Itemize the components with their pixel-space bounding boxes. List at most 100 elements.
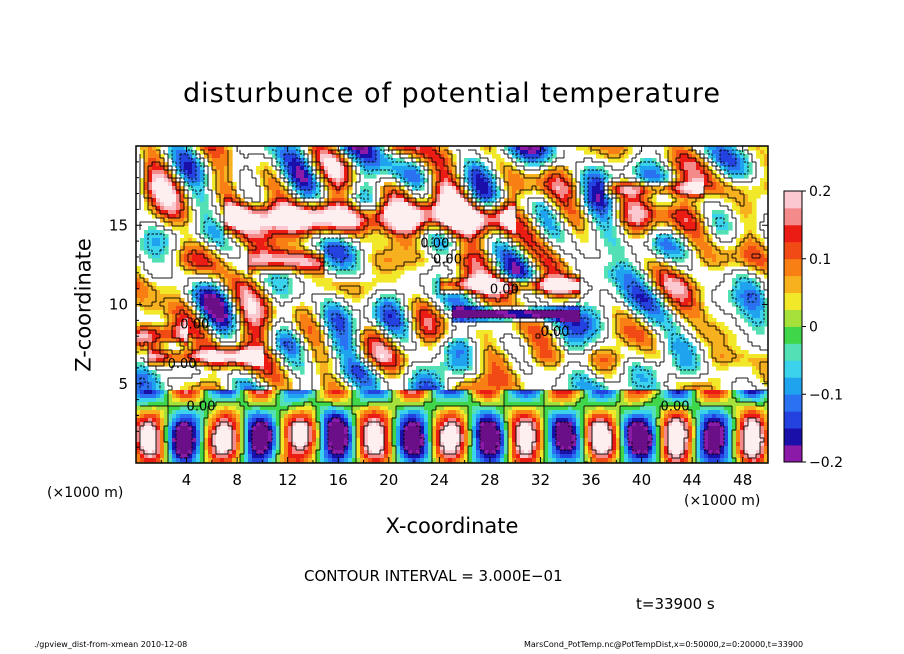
field-cell bbox=[460, 202, 465, 207]
field-cell bbox=[468, 314, 473, 319]
field-cell bbox=[512, 274, 517, 279]
field-cell bbox=[164, 234, 169, 239]
field-cell bbox=[184, 250, 189, 255]
field-cell bbox=[632, 290, 637, 295]
field-cell bbox=[748, 146, 753, 151]
field-cell bbox=[200, 198, 205, 203]
field-cell bbox=[380, 222, 385, 227]
field-cell bbox=[328, 306, 333, 311]
field-cell bbox=[560, 306, 565, 311]
field-cell bbox=[668, 222, 673, 227]
field-cell bbox=[752, 254, 757, 259]
field-cell bbox=[408, 154, 413, 159]
field-cell bbox=[344, 230, 349, 235]
field-cell bbox=[516, 226, 521, 231]
field-cell bbox=[448, 214, 453, 219]
field-cell bbox=[160, 290, 165, 295]
field-cell bbox=[416, 306, 421, 311]
field-cell bbox=[236, 230, 241, 235]
field-cell bbox=[344, 178, 349, 183]
field-cell bbox=[168, 318, 173, 323]
field-cell bbox=[400, 250, 405, 255]
field-cell bbox=[392, 246, 397, 251]
field-cell bbox=[504, 174, 509, 179]
field-cell bbox=[184, 170, 189, 175]
field-cell bbox=[340, 246, 345, 251]
field-cell bbox=[620, 266, 625, 271]
field-cell bbox=[516, 202, 521, 207]
field-cell bbox=[512, 186, 517, 191]
field-cell bbox=[700, 194, 705, 199]
field-cell bbox=[200, 270, 205, 275]
field-cell bbox=[340, 290, 345, 295]
field-cell bbox=[332, 310, 337, 315]
field-cell bbox=[676, 166, 681, 171]
field-cell bbox=[716, 162, 721, 167]
field-cell bbox=[720, 158, 725, 163]
field-cell bbox=[644, 218, 649, 223]
field-cell bbox=[312, 178, 317, 183]
field-cell bbox=[604, 218, 609, 223]
field-cell bbox=[480, 242, 485, 247]
field-cell bbox=[320, 258, 325, 263]
field-cell bbox=[404, 194, 409, 199]
field-cell bbox=[348, 162, 353, 167]
field-cell bbox=[400, 194, 405, 199]
field-cell bbox=[172, 226, 177, 231]
field-cell bbox=[400, 190, 405, 195]
field-cell bbox=[592, 194, 597, 199]
field-cell bbox=[432, 306, 437, 311]
field-cell bbox=[760, 294, 765, 299]
field-cell bbox=[440, 282, 445, 287]
field-cell bbox=[540, 146, 545, 151]
field-cell bbox=[252, 206, 257, 211]
field-cell bbox=[472, 258, 477, 263]
field-cell bbox=[388, 202, 393, 207]
field-cell bbox=[656, 306, 661, 311]
field-cell bbox=[456, 262, 461, 267]
field-cell bbox=[604, 150, 609, 155]
field-cell bbox=[184, 158, 189, 163]
field-cell bbox=[304, 206, 309, 211]
field-cell bbox=[432, 146, 437, 151]
field-cell bbox=[336, 154, 341, 159]
field-cell bbox=[264, 258, 269, 263]
field-cell bbox=[148, 302, 153, 307]
field-cell bbox=[500, 242, 505, 247]
field-cell bbox=[576, 294, 581, 299]
field-cell bbox=[544, 254, 549, 259]
field-cell bbox=[280, 290, 285, 295]
field-cell bbox=[544, 170, 549, 175]
field-cell bbox=[312, 210, 317, 215]
field-cell bbox=[644, 162, 649, 167]
field-cell bbox=[416, 294, 421, 299]
field-cell bbox=[692, 222, 697, 227]
field-cell bbox=[296, 262, 301, 267]
field-cell bbox=[508, 190, 513, 195]
field-cell bbox=[196, 298, 201, 303]
field-cell bbox=[556, 226, 561, 231]
field-cell bbox=[752, 286, 757, 291]
field-cell bbox=[172, 218, 177, 223]
field-cell bbox=[404, 174, 409, 179]
field-cell bbox=[696, 230, 701, 235]
field-cell bbox=[560, 318, 565, 323]
field-cell bbox=[268, 226, 273, 231]
field-cell bbox=[248, 262, 253, 267]
field-cell bbox=[216, 230, 221, 235]
field-cell bbox=[524, 214, 529, 219]
field-cell bbox=[280, 282, 285, 287]
field-cell bbox=[196, 282, 201, 287]
field-cell bbox=[508, 270, 513, 275]
field-cell bbox=[516, 218, 521, 223]
field-cell bbox=[520, 222, 525, 227]
field-cell bbox=[276, 202, 281, 207]
field-cell bbox=[416, 198, 421, 203]
field-cell bbox=[280, 258, 285, 263]
field-cell bbox=[136, 278, 141, 283]
field-cell bbox=[420, 222, 425, 227]
field-cell bbox=[292, 210, 297, 215]
field-cell bbox=[140, 294, 145, 299]
field-cell bbox=[684, 190, 689, 195]
field-cell bbox=[596, 174, 601, 179]
